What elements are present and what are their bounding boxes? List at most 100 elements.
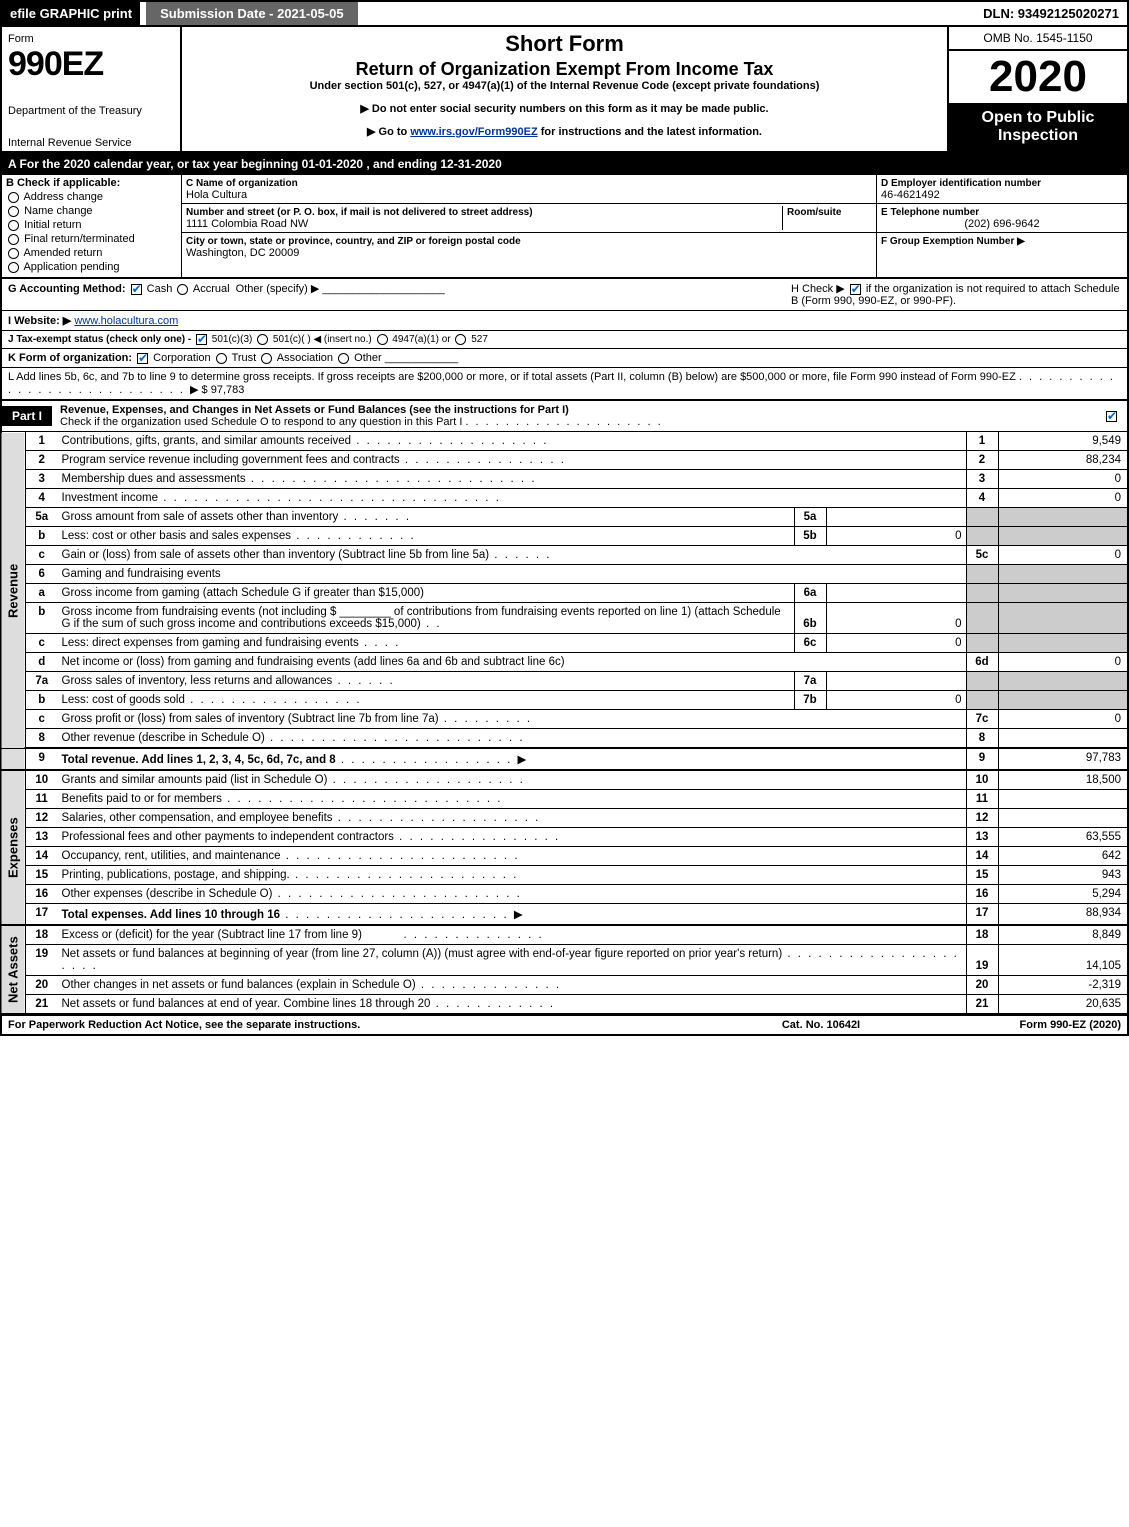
l13-amt: 63,555 <box>998 828 1128 847</box>
dln-label: DLN: 93492125020271 <box>975 2 1127 25</box>
l13-desc: Professional fees and other payments to … <box>62 831 394 843</box>
l10-r: 10 <box>966 770 998 790</box>
e-tel-label: E Telephone number <box>881 207 979 218</box>
l20-num: 20 <box>26 976 58 995</box>
section-b: B Check if applicable: Address change Na… <box>2 175 182 277</box>
b-item-4: Amended return <box>23 247 102 259</box>
l21-desc: Net assets or fund balances at end of ye… <box>62 998 431 1010</box>
open-to-public: Open to Public Inspection <box>949 103 1127 151</box>
l8-num: 8 <box>26 729 58 749</box>
l2-r: 2 <box>966 451 998 470</box>
k-opt-0: Corporation <box>153 352 210 364</box>
cb-accrual[interactable] <box>177 284 188 295</box>
cb-address-change[interactable] <box>8 192 19 203</box>
part1-label: Part I <box>2 406 52 426</box>
form-header: Form 990EZ Department of the Treasury In… <box>0 25 1129 153</box>
f-group-label: F Group Exemption Number ▶ <box>881 236 1025 247</box>
footer-formref: Form 990-EZ (2020) <box>921 1019 1121 1031</box>
form-word: Form <box>8 33 174 45</box>
irs-link[interactable]: www.irs.gov/Form990EZ <box>410 126 537 138</box>
footer-paperwork: For Paperwork Reduction Act Notice, see … <box>8 1019 721 1031</box>
l11-num: 11 <box>26 790 58 809</box>
l7c-amt: 0 <box>998 710 1128 729</box>
l19-r: 19 <box>966 945 998 976</box>
l6c-bv: 0 <box>826 634 966 653</box>
l11-desc: Benefits paid to or for members <box>62 793 222 805</box>
j-opt3: 4947(a)(1) or <box>392 334 450 345</box>
k-opt-3: Other <box>354 352 382 364</box>
l19-num: 19 <box>26 945 58 976</box>
l8-r: 8 <box>966 729 998 749</box>
cb-other[interactable] <box>338 353 349 364</box>
website-link[interactable]: www.holacultura.com <box>74 315 178 327</box>
cb-corporation[interactable] <box>137 353 148 364</box>
title-return: Return of Organization Exempt From Incom… <box>192 59 937 80</box>
l12-r: 12 <box>966 809 998 828</box>
submission-date: Submission Date - 2021-05-05 <box>144 2 358 25</box>
l5c-amt: 0 <box>998 546 1128 565</box>
l7b-num: b <box>26 691 58 710</box>
l7a-num: 7a <box>26 672 58 691</box>
cb-application-pending[interactable] <box>8 262 19 273</box>
cb-4947[interactable] <box>377 334 388 345</box>
cb-501c3[interactable] <box>196 334 207 345</box>
l1-amt: 9,549 <box>998 432 1128 451</box>
l21-amt: 20,635 <box>998 995 1128 1015</box>
cb-527[interactable] <box>455 334 466 345</box>
l9-amt: 97,783 <box>998 748 1128 770</box>
l3-amt: 0 <box>998 470 1128 489</box>
section-c: C Name of organization Hola Cultura Numb… <box>182 175 877 277</box>
l14-amt: 642 <box>998 847 1128 866</box>
l4-amt: 0 <box>998 489 1128 508</box>
cb-trust[interactable] <box>216 353 227 364</box>
l10-num: 10 <box>26 770 58 790</box>
cb-cash[interactable] <box>131 284 142 295</box>
d-ein-label: D Employer identification number <box>881 178 1041 189</box>
l7b-desc: Less: cost of goods sold <box>62 694 185 706</box>
l17-num: 17 <box>26 904 58 926</box>
cb-final-return[interactable] <box>8 234 19 245</box>
b-item-1: Name change <box>24 205 93 217</box>
l14-desc: Occupancy, rent, utilities, and maintena… <box>62 850 281 862</box>
section-d: D Employer identification number 46-4621… <box>877 175 1127 277</box>
l11-r: 11 <box>966 790 998 809</box>
l21-r: 21 <box>966 995 998 1015</box>
l6d-amt: 0 <box>998 653 1128 672</box>
l7c-num: c <box>26 710 58 729</box>
side-revenue: Revenue <box>1 432 26 748</box>
j-opt4: 527 <box>471 334 488 345</box>
cb-501c[interactable] <box>257 334 268 345</box>
l13-r: 13 <box>966 828 998 847</box>
l6b-num: b <box>26 603 58 634</box>
side-expenses: Expenses <box>1 770 26 925</box>
l6c-num: c <box>26 634 58 653</box>
k-opt-1: Trust <box>232 352 257 364</box>
l7b-bv: 0 <box>826 691 966 710</box>
l-amount: ▶ $ 97,783 <box>190 384 244 396</box>
l5a-desc: Gross amount from sale of assets other t… <box>62 511 339 523</box>
l4-num: 4 <box>26 489 58 508</box>
l6b-box: 6b <box>794 603 826 634</box>
c-street-label: Number and street (or P. O. box, if mail… <box>186 207 533 218</box>
row-g-h: G Accounting Method: Cash Accrual Other … <box>0 279 1129 311</box>
irs-label: Internal Revenue Service <box>8 137 174 149</box>
b-item-0: Address change <box>23 191 103 203</box>
g-other: Other (specify) ▶ <box>236 283 320 295</box>
cb-h[interactable] <box>850 284 861 295</box>
cb-part1-schedo[interactable] <box>1106 411 1117 422</box>
l20-amt: -2,319 <box>998 976 1128 995</box>
l15-r: 15 <box>966 866 998 885</box>
l18-desc: Excess or (deficit) for the year (Subtra… <box>62 929 362 941</box>
cb-association[interactable] <box>261 353 272 364</box>
tax-year: 2020 <box>949 51 1127 103</box>
l16-desc: Other expenses (describe in Schedule O) <box>62 888 273 900</box>
title-short-form: Short Form <box>192 31 937 57</box>
l6a-box: 6a <box>794 584 826 603</box>
g-accrual: Accrual <box>193 283 230 295</box>
l5b-num: b <box>26 527 58 546</box>
cb-initial-return[interactable] <box>8 220 19 231</box>
cb-name-change[interactable] <box>8 206 19 217</box>
b-title: B Check if applicable: <box>6 177 177 189</box>
cb-amended-return[interactable] <box>8 248 19 259</box>
note-ssn: ▶ Do not enter social security numbers o… <box>192 102 937 115</box>
